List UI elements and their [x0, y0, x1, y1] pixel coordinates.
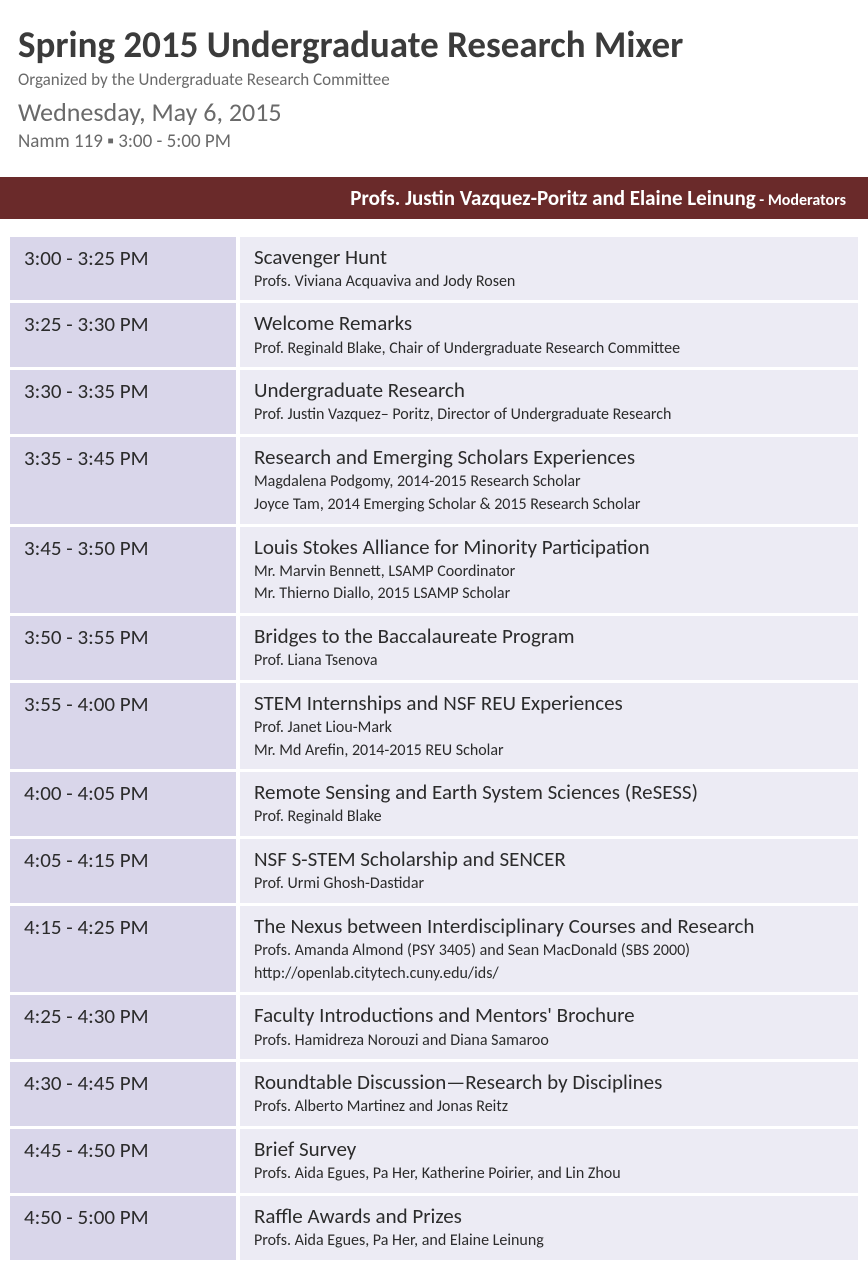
- schedule-row: 4:05 - 4:15 PMNSF S-STEM Scholarship and…: [10, 839, 858, 903]
- time-cell: 4:00 - 4:05 PM: [10, 772, 236, 836]
- time-cell: 3:00 - 3:25 PM: [10, 237, 236, 301]
- time-cell: 3:50 - 3:55 PM: [10, 616, 236, 680]
- session-topic: Brief Survey: [254, 1136, 846, 1162]
- session-topic: Welcome Remarks: [254, 310, 846, 336]
- schedule-row: 3:45 - 3:50 PM Louis Stokes Alliance for …: [10, 527, 858, 613]
- session-presenter: Profs. Aida Egues, Pa Her, and Elaine Le…: [254, 1230, 846, 1252]
- moderator-separator: -: [756, 191, 768, 210]
- session-topic: Faculty Introductions and Mentors' Broch…: [254, 1002, 846, 1028]
- session-topic: Scavenger Hunt: [254, 244, 846, 270]
- session-presenter: Prof. Justin Vazquez– Poritz, Director o…: [254, 404, 846, 426]
- session-presenter: Profs. Aida Egues, Pa Her, Katherine Poi…: [254, 1163, 846, 1185]
- event-location: Namm 119 ▪ 3:00 - 5:00 PM: [18, 130, 850, 153]
- session-topic: STEM Internships and NSF REU Experiences: [254, 690, 846, 716]
- description-cell: Louis Stokes Alliance for Minority Parti…: [240, 527, 858, 613]
- time-cell: 3:25 - 3:30 PM: [10, 303, 236, 367]
- session-topic: Research and Emerging Scholars Experienc…: [254, 444, 846, 470]
- time-cell: 4:30 - 4:45 PM: [10, 1062, 236, 1126]
- description-cell: Bridges to the Baccalaureate ProgramProf…: [240, 616, 858, 680]
- session-topic: Louis Stokes Alliance for Minority Parti…: [254, 534, 846, 560]
- session-presenter: Mr. Thierno Diallo, 2015 LSAMP Scholar: [254, 583, 846, 605]
- document-header: Spring 2015 Undergraduate Research Mixer…: [0, 0, 868, 167]
- session-presenter: Mr. Marvin Bennett, LSAMP Coordinator: [254, 561, 846, 583]
- schedule-row: 4:15 - 4:25 PM The Nexus between Interdis…: [10, 906, 858, 992]
- description-cell: Faculty Introductions and Mentors' Broch…: [240, 995, 858, 1059]
- session-topic: NSF S-STEM Scholarship and SENCER: [254, 846, 846, 872]
- session-presenter: Magdalena Podgomy, 2014-2015 Research Sc…: [254, 471, 846, 493]
- description-cell: STEM Internships and NSF REU Experiences…: [240, 683, 858, 769]
- session-topic: The Nexus between Interdisciplinary Cour…: [254, 913, 846, 939]
- session-topic: Raffle Awards and Prizes: [254, 1203, 846, 1229]
- event-date: Wednesday, May 6, 2015: [18, 96, 850, 128]
- time-cell: 4:15 - 4:25 PM: [10, 906, 236, 992]
- schedule-row: 3:25 - 3:30 PMWelcome RemarksProf. Regin…: [10, 303, 858, 367]
- schedule-row: 4:25 - 4:30 PM Faculty Introductions and …: [10, 995, 858, 1059]
- description-cell: NSF S-STEM Scholarship and SENCERProf. U…: [240, 839, 858, 903]
- session-presenter: Prof. Reginald Blake, Chair of Undergrad…: [254, 338, 846, 360]
- schedule-row: 4:00 - 4:05 PM Remote Sensing and Earth S…: [10, 772, 858, 836]
- schedule-row: 3:35 - 3:45 PM Research and Emerging Scho…: [10, 437, 858, 523]
- time-cell: 4:45 - 4:50 PM: [10, 1129, 236, 1193]
- session-presenter: Prof. Reginald Blake: [254, 806, 846, 828]
- time-cell: 3:45 - 3:50 PM: [10, 527, 236, 613]
- session-presenter: Profs. Amanda Almond (PSY 3405) and Sean…: [254, 940, 846, 962]
- description-cell: Raffle Awards and PrizesProfs. Aida Egue…: [240, 1196, 858, 1260]
- schedule-row: 4:30 - 4:45 PM Roundtable Discussion—Rese…: [10, 1062, 858, 1126]
- organized-by: Organized by the Undergraduate Research …: [18, 69, 850, 90]
- schedule-table: 3:00 - 3:25 PMScavenger HuntProfs. Vivia…: [0, 219, 868, 1283]
- description-cell: Remote Sensing and Earth System Sciences…: [240, 772, 858, 836]
- description-cell: The Nexus between Interdisciplinary Cour…: [240, 906, 858, 992]
- moderator-role: Moderators: [768, 191, 846, 210]
- session-presenter: Profs. Viviana Acquaviva and Jody Rosen: [254, 271, 846, 293]
- session-topic: Bridges to the Baccalaureate Program: [254, 623, 846, 649]
- session-topic: Undergraduate Research: [254, 377, 846, 403]
- schedule-row: 3:00 - 3:25 PMScavenger HuntProfs. Vivia…: [10, 237, 858, 301]
- session-presenter: Prof. Urmi Ghosh-Dastidar: [254, 873, 846, 895]
- description-cell: Welcome RemarksProf. Reginald Blake, Cha…: [240, 303, 858, 367]
- session-presenter: http://openlab.citytech.cuny.edu/ids/: [254, 963, 846, 985]
- time-cell: 4:05 - 4:15 PM: [10, 839, 236, 903]
- schedule-row: 3:50 - 3:55 PMBridges to the Baccalaurea…: [10, 616, 858, 680]
- schedule-row: 4:45 - 4:50 PMBrief SurveyProfs. Aida Eg…: [10, 1129, 858, 1193]
- session-presenter: Prof. Janet Liou-Mark: [254, 717, 846, 739]
- time-cell: 3:35 - 3:45 PM: [10, 437, 236, 523]
- description-cell: Scavenger HuntProfs. Viviana Acquaviva a…: [240, 237, 858, 301]
- schedule-row: 3:30 - 3:35 PMUndergraduate ResearchProf…: [10, 370, 858, 434]
- schedule-row: 4:50 - 5:00 PMRaffle Awards and PrizesPr…: [10, 1196, 858, 1260]
- time-cell: 3:55 - 4:00 PM: [10, 683, 236, 769]
- session-presenter: Profs. Hamidreza Norouzi and Diana Samar…: [254, 1030, 846, 1052]
- session-topic: Roundtable Discussion—Research by Discip…: [254, 1069, 846, 1095]
- description-cell: Undergraduate ResearchProf. Justin Vazqu…: [240, 370, 858, 434]
- description-cell: Brief SurveyProfs. Aida Egues, Pa Her, K…: [240, 1129, 858, 1193]
- description-cell: Research and Emerging Scholars Experienc…: [240, 437, 858, 523]
- session-presenter: Mr. Md Arefin, 2014-2015 REU Scholar: [254, 740, 846, 762]
- description-cell: Roundtable Discussion—Research by Discip…: [240, 1062, 858, 1126]
- time-cell: 3:30 - 3:35 PM: [10, 370, 236, 434]
- session-presenter: Joyce Tam, 2014 Emerging Scholar & 2015 …: [254, 494, 846, 516]
- time-cell: 4:25 - 4:30 PM: [10, 995, 236, 1059]
- page-title: Spring 2015 Undergraduate Research Mixer: [18, 24, 850, 67]
- session-presenter: Profs. Alberto Martinez and Jonas Reitz: [254, 1096, 846, 1118]
- session-presenter: Prof. Liana Tsenova: [254, 650, 846, 672]
- session-topic: Remote Sensing and Earth System Sciences…: [254, 779, 846, 805]
- moderator-names: Profs. Justin Vazquez-Poritz and Elaine …: [350, 185, 755, 211]
- time-cell: 4:50 - 5:00 PM: [10, 1196, 236, 1260]
- moderator-bar: Profs. Justin Vazquez-Poritz and Elaine …: [0, 177, 868, 219]
- schedule-row: 3:55 - 4:00 PMSTEM Internships and NSF R…: [10, 683, 858, 769]
